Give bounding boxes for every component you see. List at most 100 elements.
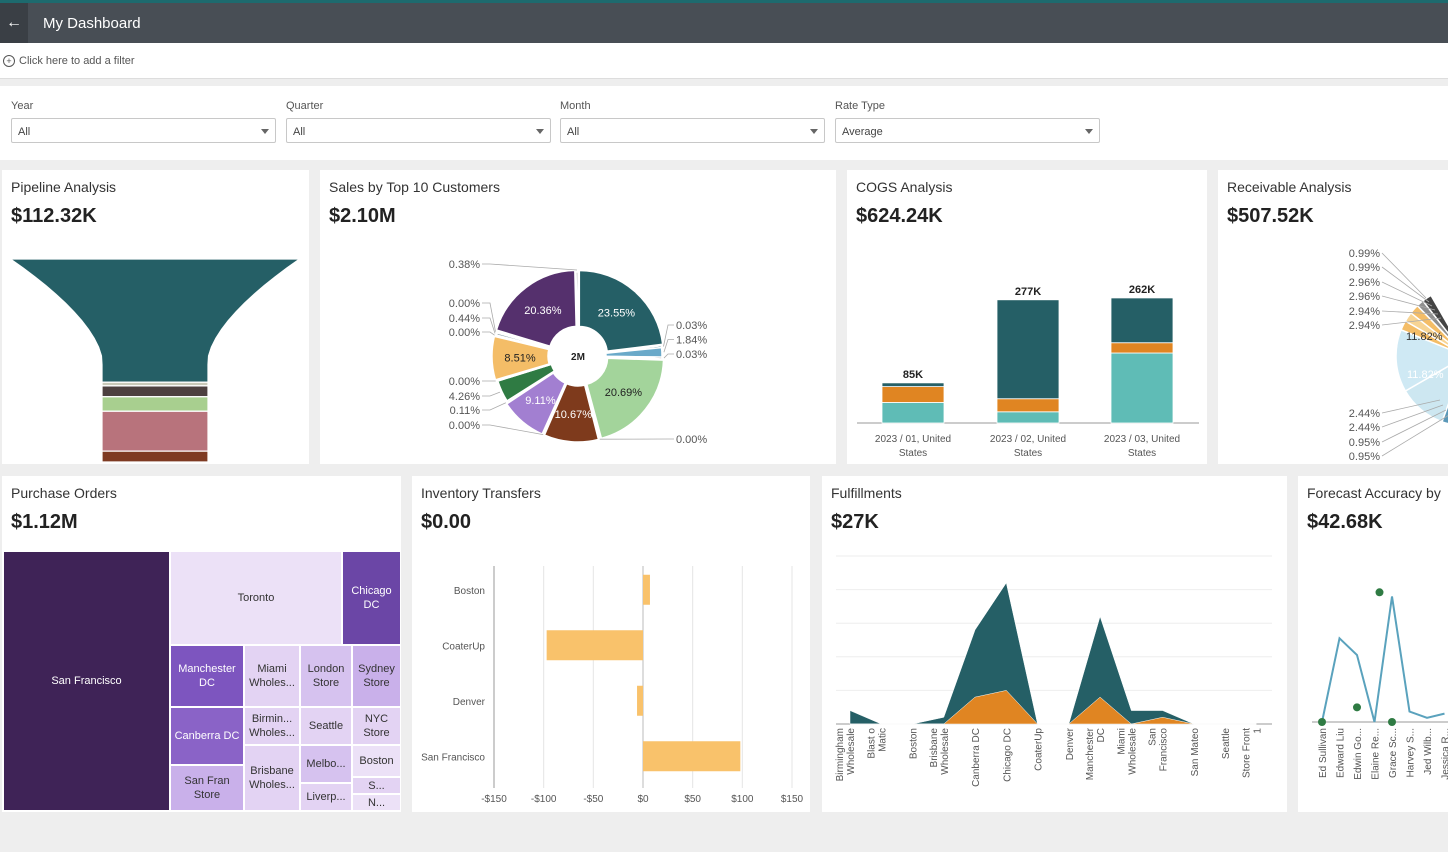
treemap-node[interactable]: Miami Wholes...: [244, 645, 300, 707]
leader-line: [1381, 266, 1430, 303]
year-select[interactable]: All: [11, 118, 276, 143]
bar-total-label: 262K: [1129, 284, 1155, 296]
pie-outside-label: 0.95%: [1349, 437, 1380, 449]
x-tick-label: States: [1014, 448, 1042, 459]
line-series: [1321, 596, 1445, 723]
treemap-node[interactable]: S...: [352, 777, 401, 794]
bar: [643, 741, 741, 772]
pie-slice: [1395, 328, 1448, 393]
treemap-chart: San Francisco Toronto Chicago DC Manchester…: [3, 551, 401, 811]
x-tick-label: 2023 / 02, United: [990, 434, 1066, 445]
treemap-node[interactable]: Chicago DC: [342, 551, 401, 645]
prompt-label: Rate Type: [835, 100, 885, 112]
chevron-down-icon: [536, 129, 544, 134]
pie-outside-label: 0.11%: [450, 405, 481, 417]
leader-line: [482, 331, 495, 336]
area-series: [850, 690, 1257, 725]
pie-outside-label: 0.03%: [676, 349, 707, 361]
select-value: All: [293, 126, 306, 138]
prompt-rate-type: Rate Type Average: [835, 100, 1100, 143]
data-point: [1353, 703, 1361, 712]
add-filter-link[interactable]: + Click here to add a filter: [3, 55, 135, 67]
filter-bar: + Click here to add a filter: [0, 43, 1448, 79]
pie-slice-label: 11.82%: [1406, 331, 1443, 343]
treemap-node[interactable]: Manchester DC: [170, 645, 244, 707]
treemap-node[interactable]: San Francisco: [3, 551, 170, 811]
leader-line: [663, 353, 674, 359]
pie-chart: 11.82% 11.82% 0.99% 0.99% 2.96% 2.96% 2.94% 2.9…: [1349, 248, 1448, 463]
treemap-node[interactable]: London Store: [300, 645, 352, 707]
y-tick-label: San Francisco: [421, 752, 485, 763]
card-value: $27K: [831, 511, 879, 533]
inventory-card[interactable]: Inventory Transfers $0.00 -$150 -$100 -$50…: [412, 476, 810, 812]
treemap-node[interactable]: Boston: [352, 745, 401, 777]
treemap-node[interactable]: N...: [352, 794, 401, 811]
x-tick-label: Chicago DC: [1002, 728, 1013, 782]
card-title: Forecast Accuracy by: [1307, 485, 1441, 501]
funnel-stage: [101, 450, 209, 463]
x-tick-label: Store Front: [1241, 728, 1252, 778]
pie-slice-label: 11.82%: [1407, 369, 1444, 381]
card-title: Inventory Transfers: [421, 485, 541, 501]
sales-card[interactable]: Sales by Top 10 Customers $2.10M 2M 23.55…: [320, 170, 836, 464]
treemap-node-label: Seattle: [308, 720, 344, 732]
pie-slice: [491, 335, 551, 381]
pie-outside-label: 0.99%: [1349, 248, 1380, 260]
x-tick-label: States: [899, 448, 927, 459]
pie-outside-label: 0.99%: [1349, 262, 1380, 274]
rate-type-select[interactable]: Average: [835, 118, 1100, 143]
x-tick-label: Edwin Go...: [1353, 728, 1364, 780]
prompt-quarter: Quarter All: [286, 100, 551, 143]
x-tick-label: -$150: [481, 794, 507, 805]
x-tick-label: Matic: [877, 728, 888, 752]
pie-slice: [1441, 403, 1448, 425]
treemap-node-label: San Francisco: [51, 675, 122, 687]
month-select[interactable]: All: [560, 118, 825, 143]
treemap-node[interactable]: NYC Store: [352, 707, 401, 745]
pie-outside-label: 0.00%: [449, 376, 480, 388]
prompts-panel: Year All Quarter All Month All Rate Type…: [0, 86, 1448, 160]
x-tick-label: $150: [781, 794, 804, 805]
treemap-node[interactable]: Birmin... Wholes...: [244, 707, 300, 745]
pie-slice: [496, 362, 553, 382]
leader-line: [1381, 399, 1441, 414]
treemap-node[interactable]: San Fran Store: [170, 765, 244, 811]
cogs-card[interactable]: COGS Analysis $624.24K 85K 2023 / 01, Uni…: [847, 170, 1207, 464]
quarter-select[interactable]: All: [286, 118, 551, 143]
fulfillments-card[interactable]: Fulfillments $27K Birmingham Wholesale Bla…: [822, 476, 1287, 812]
treemap-node[interactable]: Melbo...: [300, 745, 352, 783]
area-chart: Birmingham Wholesale Blast o Matic Boston Bri…: [835, 555, 1272, 787]
treemap-node-label: Boston: [359, 755, 394, 767]
treemap-node[interactable]: Liverp...: [300, 783, 352, 811]
treemap-node-label: Manchester DC: [178, 663, 236, 689]
x-tick-label: Boston: [909, 728, 920, 759]
pie-slice: [583, 382, 601, 439]
treemap-node[interactable]: Brisbane Wholes...: [244, 745, 300, 811]
bar-segment: [881, 402, 945, 424]
pie-outside-label: 0.00%: [449, 327, 480, 339]
y-tick-label: Denver: [453, 697, 486, 708]
treemap-node-label: NYC Store: [363, 713, 390, 739]
app-header: ← My Dashboard: [0, 3, 1448, 43]
prompt-label: Quarter: [286, 100, 324, 112]
forecast-card[interactable]: Forecast Accuracy by $42.68K Ed Sullivan…: [1298, 476, 1448, 812]
card-value: $0.00: [421, 511, 472, 533]
back-button[interactable]: ←: [0, 3, 28, 43]
funnel-stage: [8, 258, 302, 383]
line-chart: Ed Sullivan Edward Liu Edwin Go... Elaine R…: [1312, 588, 1448, 780]
bar-total-label: 85K: [903, 369, 923, 381]
receivable-card[interactable]: Receivable Analysis $507.52K 11.82% 11.82…: [1218, 170, 1448, 464]
treemap-node[interactable]: Toronto: [170, 551, 342, 645]
treemap-node[interactable]: Sydney Store: [352, 645, 401, 707]
treemap-node[interactable]: Seattle: [300, 707, 352, 745]
select-value: Average: [842, 126, 883, 138]
pie-outside-label: 2.44%: [1349, 422, 1380, 434]
purchase-card[interactable]: Purchase Orders $1.12M San Francisco Toro…: [2, 476, 401, 812]
pipeline-card[interactable]: Pipeline Analysis $112.32K: [2, 170, 309, 464]
card-value: $112.32K: [11, 205, 97, 227]
treemap-node-label: Toronto: [237, 592, 275, 604]
pie-outside-label: 0.38%: [449, 259, 480, 271]
treemap-node[interactable]: Canberra DC: [170, 707, 244, 765]
x-tick-label: CoaterUp: [1034, 728, 1045, 771]
x-tick-label: 2023 / 01, United: [875, 434, 951, 445]
